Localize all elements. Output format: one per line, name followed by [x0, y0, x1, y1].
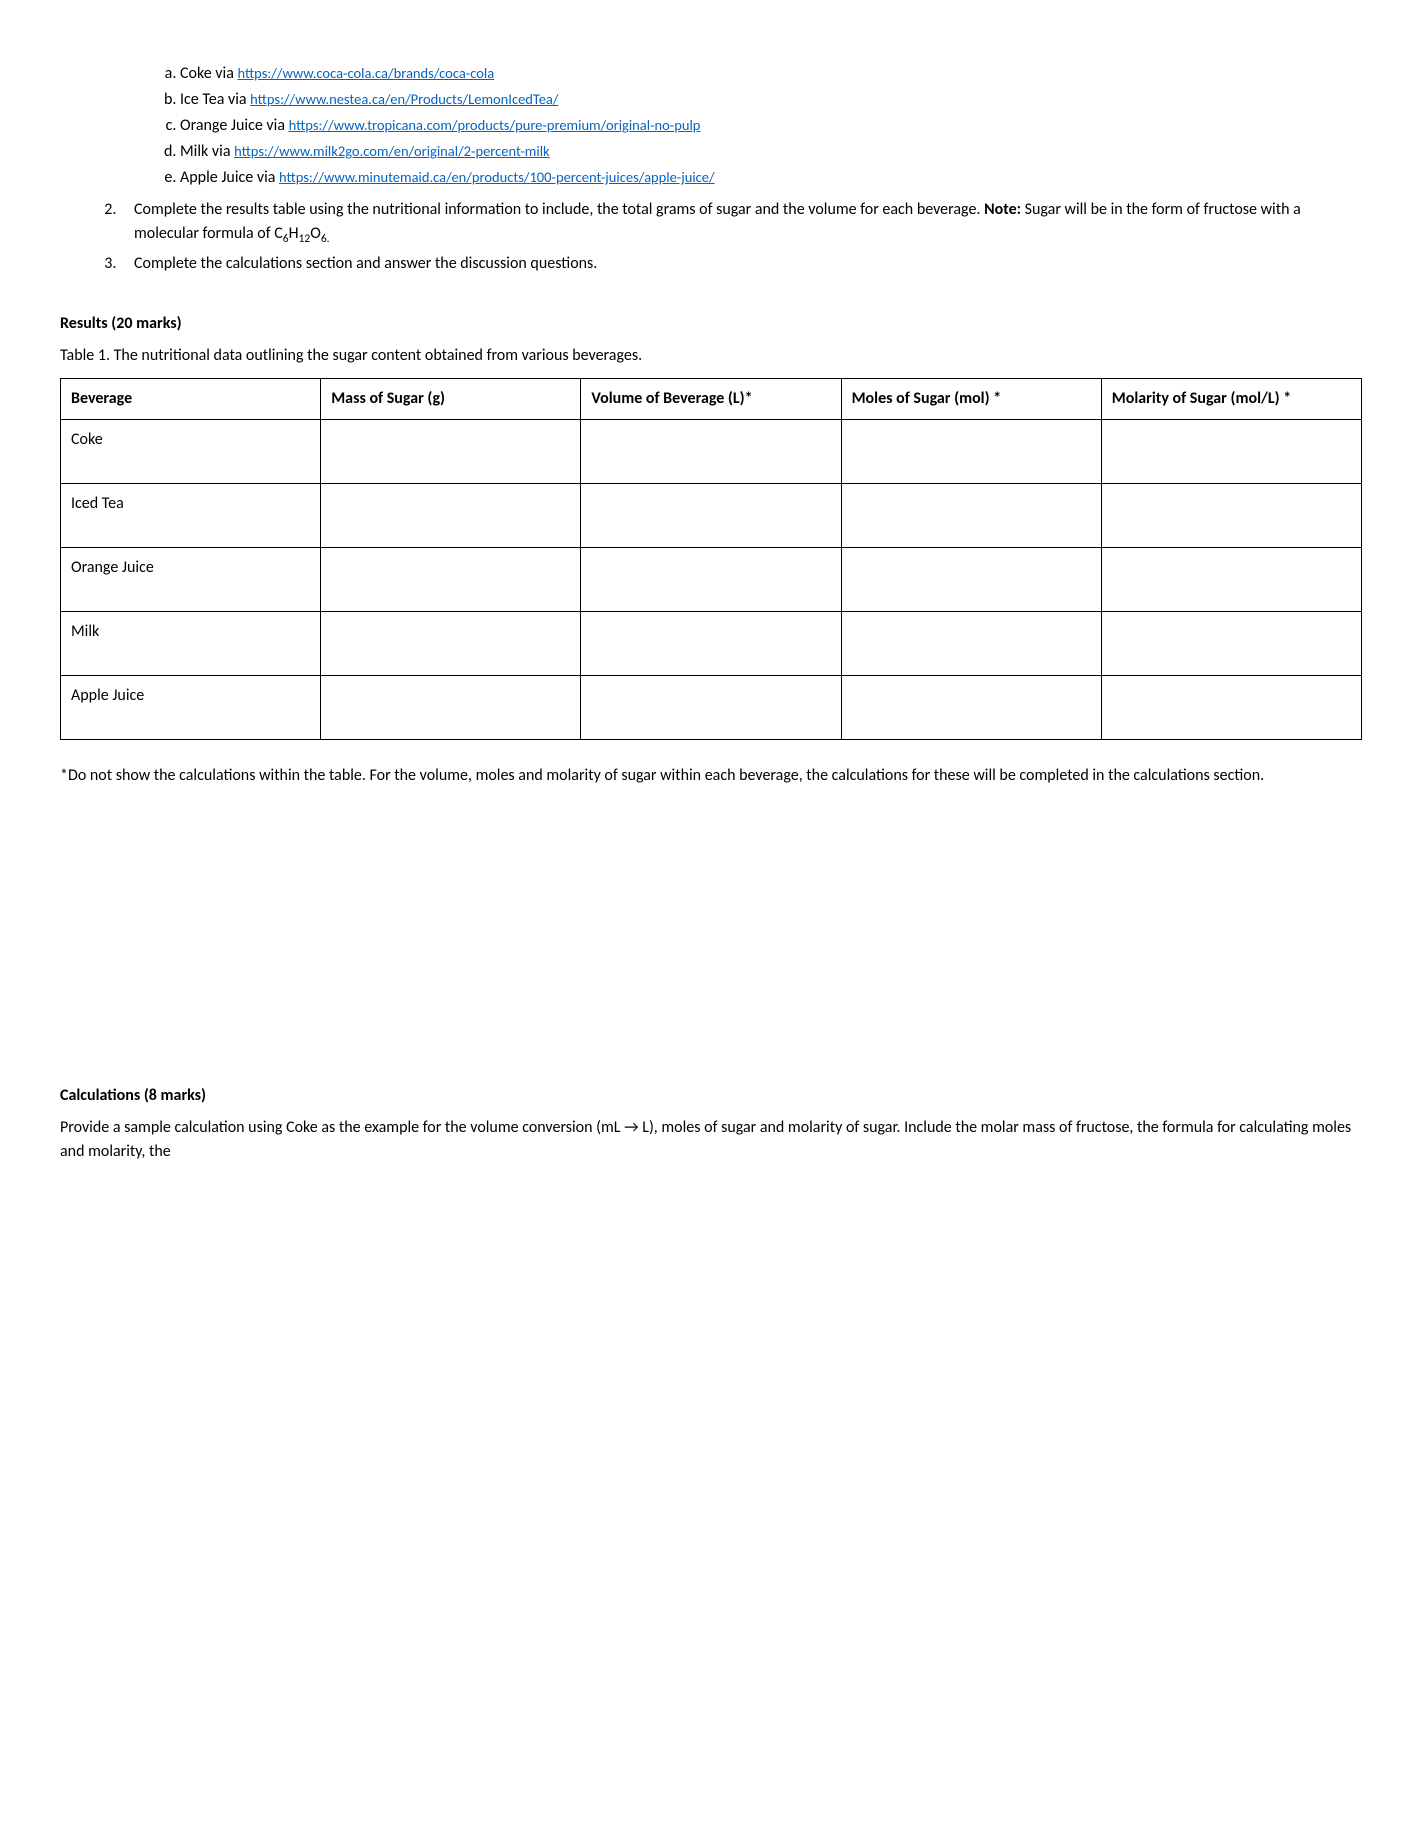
col-beverage: Beverage [61, 379, 321, 420]
cell-beverage: Orange Juice [61, 548, 321, 612]
col-mass-sugar: Mass of Sugar (g) [321, 379, 581, 420]
spacer [60, 788, 1362, 1048]
cell-volume [581, 548, 841, 612]
cell-moles [841, 420, 1101, 484]
cell-molarity [1101, 676, 1361, 740]
link-oj[interactable]: https://www.tropicana.com/products/pure-… [289, 116, 701, 134]
cell-mass [321, 676, 581, 740]
cell-molarity [1101, 612, 1361, 676]
instruction-2-text-a: Complete the results table using the nut… [134, 200, 984, 219]
sublist-item-oj: Orange Juice via https://www.tropicana.c… [180, 114, 1362, 138]
sublist-item-applejuice: Apple Juice via https://www.minutemaid.c… [180, 166, 1362, 190]
sublist-prefix: Orange Juice via [180, 116, 289, 135]
link-milk[interactable]: https://www.milk2go.com/en/original/2-pe… [234, 142, 550, 160]
table-row: Apple Juice [61, 676, 1362, 740]
instruction-item-3: Complete the calculations section and an… [120, 252, 1362, 276]
cell-moles [841, 676, 1101, 740]
table-row: Orange Juice [61, 548, 1362, 612]
sublist-prefix: Apple Juice via [180, 168, 279, 187]
instruction-3-text: Complete the calculations section and an… [134, 254, 597, 273]
calculations-paragraph: Provide a sample calculation using Coke … [60, 1116, 1362, 1164]
cell-moles [841, 484, 1101, 548]
cell-beverage: Coke [61, 420, 321, 484]
instruction-2-note-label: Note: [984, 200, 1021, 219]
sublist-item-coke: Coke via https://www.coca-cola.ca/brands… [180, 62, 1362, 86]
cell-volume [581, 484, 841, 548]
table-caption: Table 1. The nutritional data outlining … [60, 344, 1362, 368]
sublist-prefix: Coke via [180, 64, 237, 83]
results-heading: Results (20 marks) [60, 312, 1362, 336]
cell-molarity [1101, 548, 1361, 612]
cell-beverage: Iced Tea [61, 484, 321, 548]
cell-molarity [1101, 484, 1361, 548]
cell-beverage: Apple Juice [61, 676, 321, 740]
table-footnote: *Do not show the calculations within the… [60, 764, 1362, 788]
cell-moles [841, 612, 1101, 676]
cell-mass [321, 612, 581, 676]
col-volume: Volume of Beverage (L)* [581, 379, 841, 420]
cell-moles [841, 548, 1101, 612]
cell-mass [321, 420, 581, 484]
cell-mass [321, 548, 581, 612]
sublist-prefix: Milk via [180, 142, 234, 161]
sublist-item-icetea: Ice Tea via https://www.nestea.ca/en/Pro… [180, 88, 1362, 112]
link-icetea[interactable]: https://www.nestea.ca/en/Products/LemonI… [250, 90, 558, 108]
arrow-icon: → [624, 1118, 638, 1137]
cell-mass [321, 484, 581, 548]
cell-volume [581, 612, 841, 676]
cell-beverage: Milk [61, 612, 321, 676]
link-applejuice[interactable]: https://www.minutemaid.ca/en/products/10… [279, 168, 715, 186]
col-moles: Moles of Sugar (mol) * [841, 379, 1101, 420]
table-header-row: Beverage Mass of Sugar (g) Volume of Bev… [61, 379, 1362, 420]
sublist-item-milk: Milk via https://www.milk2go.com/en/orig… [180, 140, 1362, 164]
results-table: Beverage Mass of Sugar (g) Volume of Bev… [60, 378, 1362, 740]
cell-volume [581, 676, 841, 740]
instruction-item-2: Complete the results table using the nut… [120, 198, 1362, 248]
instruction-list: Complete the results table using the nut… [60, 198, 1362, 276]
calc-text-a: Provide a sample calculation using Coke … [60, 1118, 624, 1137]
table-row: Milk [61, 612, 1362, 676]
calculations-heading: Calculations (8 marks) [60, 1084, 1362, 1108]
sublist-prefix: Ice Tea via [180, 90, 250, 109]
col-molarity: Molarity of Sugar (mol/L) * [1101, 379, 1361, 420]
cell-molarity [1101, 420, 1361, 484]
link-coke[interactable]: https://www.coca-cola.ca/brands/coca-col… [237, 64, 494, 82]
beverage-link-list: Coke via https://www.coca-cola.ca/brands… [60, 62, 1362, 190]
table-row: Coke [61, 420, 1362, 484]
cell-volume [581, 420, 841, 484]
table-row: Iced Tea [61, 484, 1362, 548]
fructose-formula: C6H12O6. [274, 224, 329, 243]
